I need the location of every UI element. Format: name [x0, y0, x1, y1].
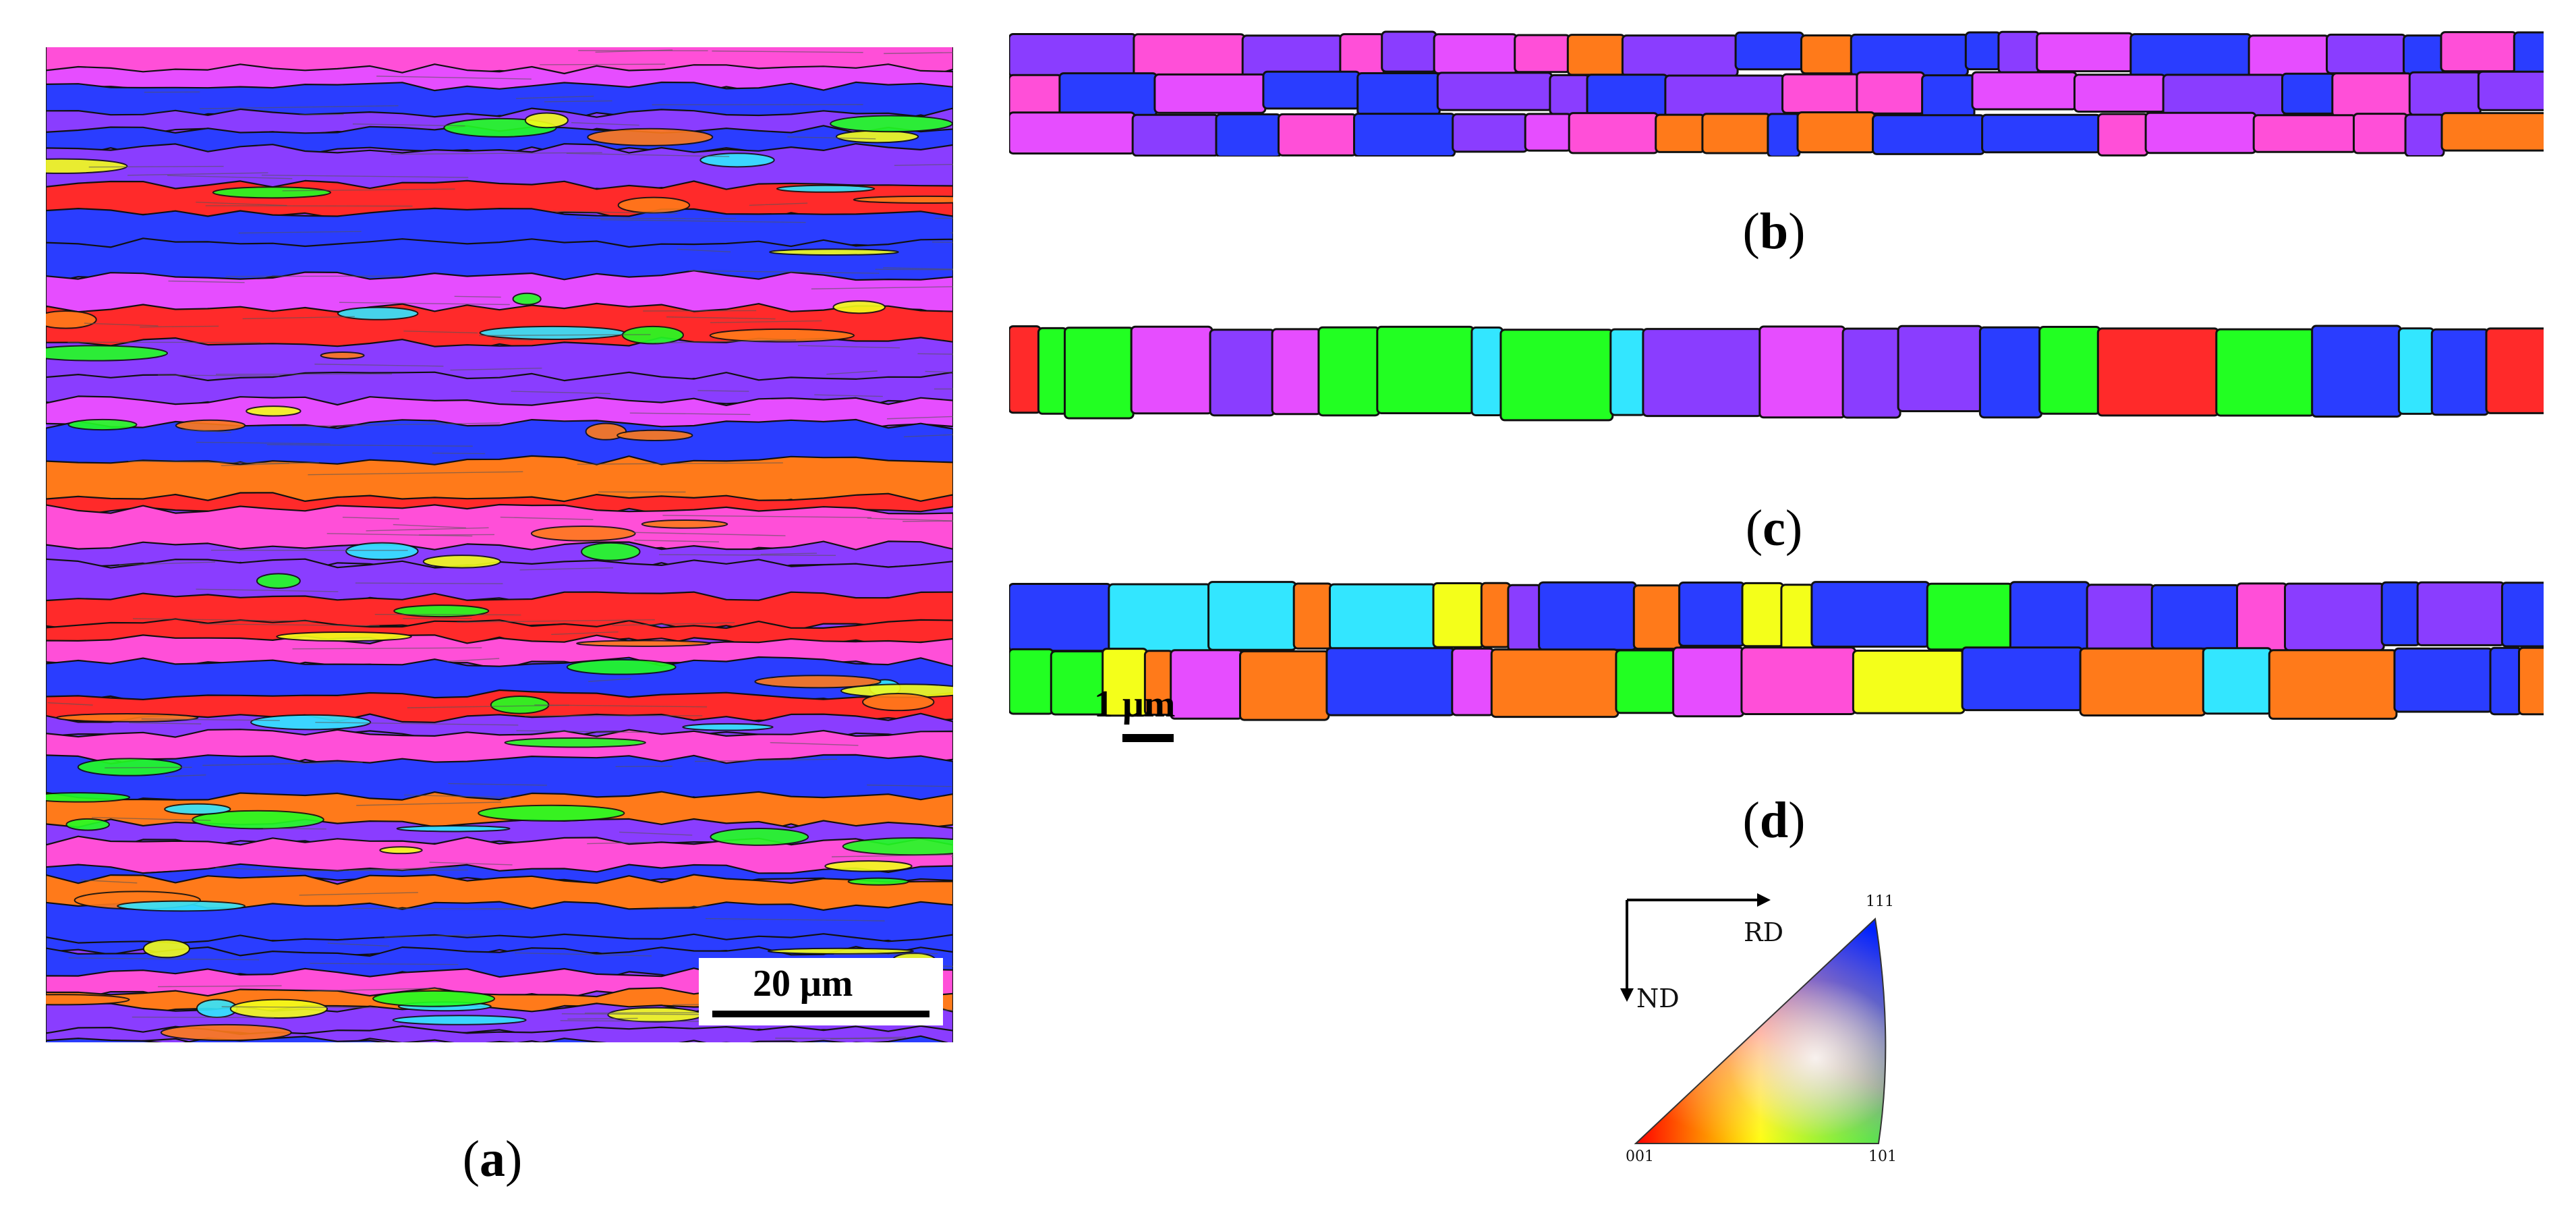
scale-bar-a-line	[712, 1011, 929, 1017]
caption-a: (a)	[462, 1131, 523, 1187]
caption-b: (b)	[1742, 203, 1806, 260]
ebsd-map-a-image	[46, 47, 953, 1042]
ipf-legend: RD ND 111 001 101	[1619, 884, 1956, 1167]
corner-111-label: 111	[1866, 893, 1894, 910]
ebsd-map-a	[46, 47, 953, 1042]
ipf-legend-graphic	[1620, 893, 1887, 1144]
corner-001-label: 001	[1626, 1148, 1654, 1165]
ebsd-map-b	[1009, 22, 2544, 157]
rd-label: RD	[1744, 918, 1784, 947]
ebsd-map-c-image	[1009, 325, 2544, 422]
ebsd-map-d-image	[1009, 581, 2544, 721]
nd-label: ND	[1636, 984, 1680, 1013]
scale-bar-d-line	[1122, 734, 1174, 742]
scale-bar-d-label: 1 μm	[1094, 683, 1176, 725]
scale-bar-a-label: 20 μm	[753, 963, 853, 1005]
axis-arrows	[1626, 899, 1761, 992]
ebsd-map-c	[1009, 314, 2544, 429]
rd-arrowhead	[1757, 893, 1771, 907]
nd-arrowhead	[1620, 988, 1634, 1002]
ebsd-map-d	[1009, 577, 2544, 722]
caption-c: (c)	[1745, 500, 1803, 557]
scale-bar-a: 20 μm	[699, 958, 943, 1025]
scale-bar-d: 1 μm	[1086, 683, 1214, 743]
corner-101-label: 101	[1868, 1148, 1897, 1165]
caption-d: (d)	[1742, 792, 1806, 849]
ebsd-map-b-image	[1009, 30, 2544, 157]
